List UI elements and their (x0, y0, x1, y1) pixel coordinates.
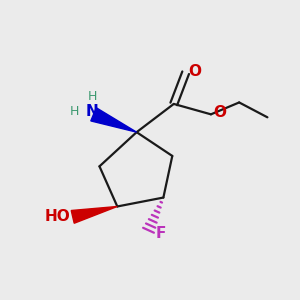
Text: F: F (156, 226, 166, 241)
Polygon shape (71, 206, 117, 223)
Text: O: O (189, 64, 202, 79)
Text: HO: HO (45, 209, 70, 224)
Text: N: N (86, 104, 98, 119)
Text: O: O (213, 105, 226, 120)
Text: H: H (70, 105, 79, 118)
Polygon shape (91, 108, 136, 132)
Text: H: H (87, 90, 97, 103)
